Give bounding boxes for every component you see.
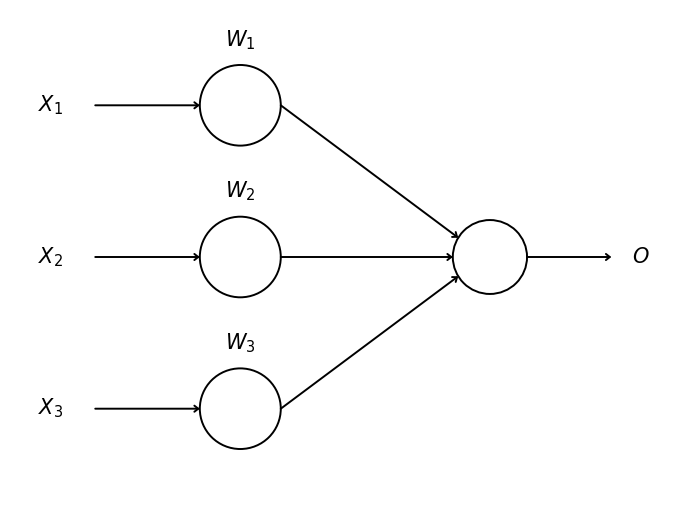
Text: $W_2$: $W_2$ bbox=[225, 180, 255, 204]
Text: $X_2$: $X_2$ bbox=[38, 245, 63, 269]
Text: $X_1$: $X_1$ bbox=[38, 94, 63, 117]
Text: $O$: $O$ bbox=[632, 247, 650, 267]
Text: $W_1$: $W_1$ bbox=[225, 28, 255, 52]
Text: $W_3$: $W_3$ bbox=[225, 332, 255, 355]
Text: $X_3$: $X_3$ bbox=[38, 397, 63, 420]
